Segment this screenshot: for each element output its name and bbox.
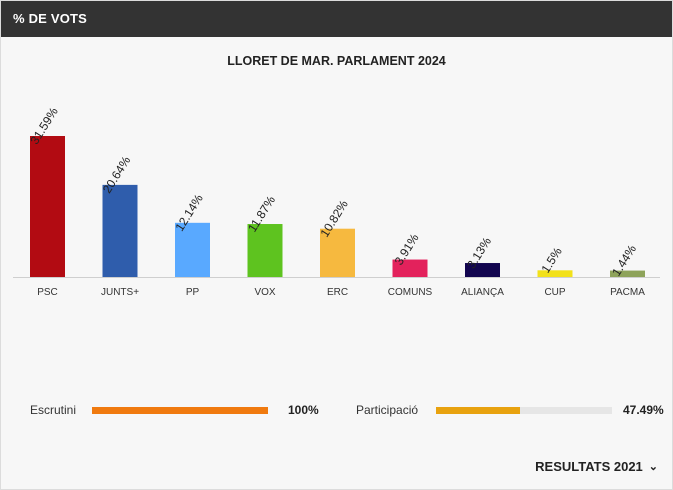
bar-vox <box>247 224 283 277</box>
category-label: ALIANÇA <box>461 287 504 298</box>
results-2021-dropdown[interactable]: RESULTATS 2021 ⌄ <box>535 459 658 474</box>
participacio-label: Participació <box>356 403 419 417</box>
escrutini-label: Escrutini <box>30 403 77 417</box>
bar-pacma <box>610 270 645 277</box>
results-2021-label: RESULTATS 2021 <box>535 459 643 474</box>
category-label: PACMA <box>610 287 645 298</box>
category-label: CUP <box>544 287 565 298</box>
escrutini-progress-bar <box>92 407 268 414</box>
bar-pp <box>175 222 210 277</box>
bar-cup <box>537 270 573 277</box>
bar-erc <box>320 228 355 277</box>
widget-header: % DE VOTS <box>1 1 672 37</box>
participacio-value: 47.49% <box>623 403 664 417</box>
widget-title: % DE VOTS <box>13 11 88 26</box>
participacio-progress-bar <box>436 407 612 414</box>
bar-junts <box>102 184 138 277</box>
chevron-down-icon: ⌄ <box>648 461 658 473</box>
vote-share-bar-chart: 31.59%PSC20.64%JUNTS+12.14%PP11.87%VOX10… <box>13 105 660 298</box>
category-label: COMUNS <box>388 287 433 298</box>
participacio-progress-fill <box>436 407 520 414</box>
category-label: ERC <box>327 287 348 298</box>
category-label: PSC <box>37 287 58 298</box>
category-label: JUNTS+ <box>101 287 139 298</box>
bar-comuns <box>392 259 428 277</box>
category-label: PP <box>186 287 200 298</box>
category-label: VOX <box>254 287 275 298</box>
bar-aliana <box>465 263 500 277</box>
escrutini-progress-fill <box>92 407 268 414</box>
chart-title: LLORET DE MAR. PARLAMENT 2024 <box>227 54 446 68</box>
escrutini-value: 100% <box>288 403 319 417</box>
bar-psc <box>30 136 65 277</box>
